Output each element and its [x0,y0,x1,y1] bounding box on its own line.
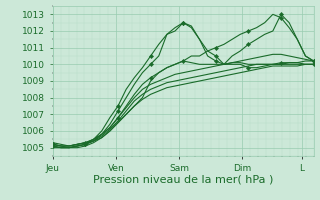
X-axis label: Pression niveau de la mer( hPa ): Pression niveau de la mer( hPa ) [93,174,273,184]
